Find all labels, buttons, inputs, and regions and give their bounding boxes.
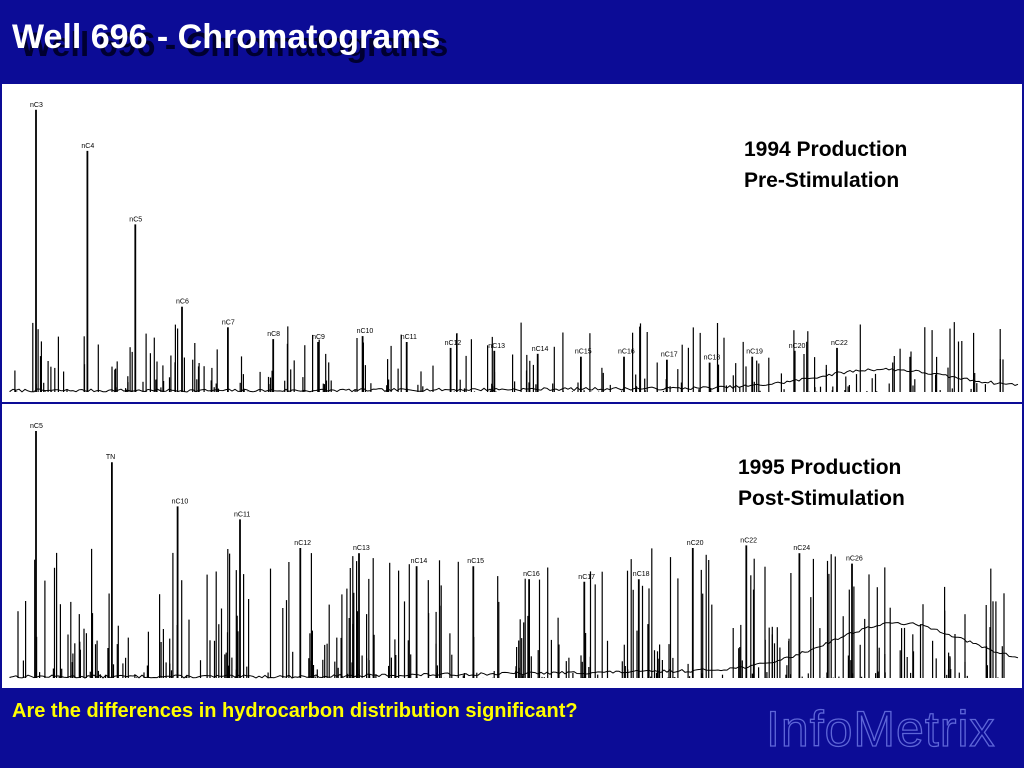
- peak-label: nC15: [575, 349, 592, 356]
- stimulation-label: Post-Stimulation: [738, 487, 905, 510]
- chromatogram-plot-1994: nC3 nC4 nC5 nC6 nC7 nC8 nC9 nC10 nC11 nC12 nC13 nC1…: [9, 102, 1019, 393]
- chromatogram-panel-1995: nC5 TN nC10 nC11 nC12 nC13 nC14 nC15 nC16 nC17 nC1…: [2, 404, 1022, 688]
- peak-label: nC22: [831, 340, 848, 347]
- peak-label: nC11: [401, 334, 417, 341]
- peak-label: nC18: [704, 355, 721, 362]
- peak-label: nC13: [488, 343, 505, 350]
- chromatogram-label-1995: 1995 Production Post-Stimulation: [738, 452, 905, 514]
- peak-label: nC26: [846, 556, 863, 563]
- peak-label: nC22: [740, 537, 757, 544]
- peak-label: nC14: [532, 346, 549, 353]
- slide-title-shadow: Well 696 - Chromatograms: [20, 26, 449, 64]
- chromatogram-panel-1994: nC3 nC4 nC5 nC6 nC7 nC8 nC9 nC10 nC11 nC12 nC13 nC1…: [2, 84, 1022, 402]
- peak-label: nC24: [793, 545, 810, 552]
- peak-label: nC7: [222, 319, 235, 326]
- peak-label: nC11: [234, 511, 250, 518]
- peak-label: nC4: [81, 143, 94, 150]
- peak-label: nC17: [578, 574, 595, 581]
- peak-label: nC12: [445, 340, 462, 347]
- peak-label: nC17: [661, 352, 678, 359]
- peak-label: nC5: [30, 423, 43, 430]
- peak-label: nC19: [746, 349, 763, 356]
- infometrix-logo: InfoMetrix: [765, 700, 996, 757]
- peak-label: nC18: [633, 571, 650, 578]
- peak-label: nC10: [357, 328, 374, 335]
- chromatogram-label-1994: 1994 Production Pre-Stimulation: [744, 134, 907, 196]
- peak-label: nC16: [523, 571, 540, 578]
- peak-label: TN: [106, 454, 115, 461]
- slide-title: Well 696 - Chromatograms: [12, 18, 441, 56]
- peak-label: nC20: [687, 540, 704, 547]
- peak-label: nC14: [411, 558, 428, 565]
- question-text: Are the differences in hydrocarbon distr…: [12, 700, 578, 722]
- peak-label: nC3: [30, 102, 43, 109]
- peak-label: nC9: [312, 334, 325, 341]
- peak-label: nC12: [294, 540, 311, 547]
- chromatogram-plot-1995: nC5 TN nC10 nC11 nC12 nC13 nC14 nC15 nC16 nC17 nC1…: [9, 423, 1019, 679]
- peak-label: nC16: [618, 349, 635, 356]
- production-year-label: 1994 Production: [744, 138, 908, 161]
- peak-label: nC20: [789, 343, 806, 350]
- peak-label: nC13: [353, 545, 370, 552]
- peak-label: nC15: [467, 558, 484, 565]
- stimulation-label: Pre-Stimulation: [744, 169, 900, 192]
- peak-label: nC6: [176, 299, 189, 306]
- production-year-label: 1995 Production: [738, 456, 902, 479]
- peak-label: nC5: [129, 216, 142, 223]
- peak-label: nC8: [267, 331, 280, 338]
- peak-label: nC10: [172, 498, 189, 505]
